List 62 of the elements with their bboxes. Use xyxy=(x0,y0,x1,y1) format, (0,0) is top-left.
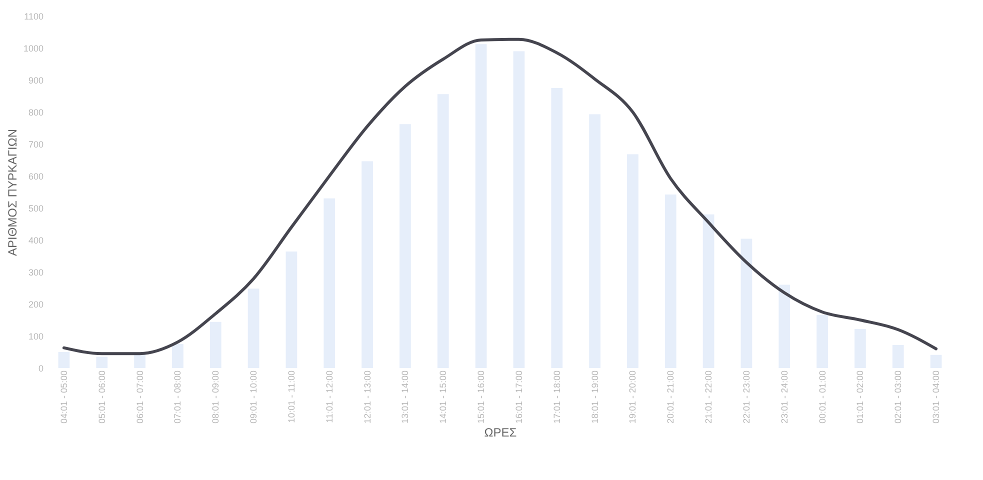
x-tick-label: 20:01 - 21:00 xyxy=(666,370,676,424)
y-tick-label: 800 xyxy=(28,108,44,118)
x-tick-label: 07:01 - 08:00 xyxy=(172,370,183,424)
x-tick-label: 17:01 - 18:00 xyxy=(552,370,562,424)
x-tick-label: 23:01 - 24:00 xyxy=(779,370,790,424)
x-tick-label: 08:01 - 09:00 xyxy=(210,370,221,424)
x-tick-label: 16:01 - 17:00 xyxy=(514,370,524,424)
y-tick-label: 1000 xyxy=(23,44,44,54)
bar xyxy=(664,194,676,368)
bar xyxy=(589,114,600,368)
y-tick-label: 600 xyxy=(28,172,44,182)
y-tick-label: 1100 xyxy=(24,12,44,22)
line-series xyxy=(62,38,938,356)
bar xyxy=(513,51,525,368)
y-tick-label: 900 xyxy=(28,76,44,86)
x-tick-label: 00:01 - 01:00 xyxy=(817,370,828,424)
y-tick-label: 200 xyxy=(28,300,44,310)
y-tick-label: 0 xyxy=(38,364,44,374)
y-tick-label: 100 xyxy=(28,332,44,342)
bar xyxy=(740,238,752,368)
x-tick-label: 01:01 - 02:00 xyxy=(855,370,866,424)
x-tick-label: 14:01 - 15:00 xyxy=(438,370,448,424)
x-tick-label: 06:01 - 07:00 xyxy=(134,370,145,424)
y-axis-title: ΑΡΙΘΜΟΣ ΠΥΡΚΑΓΙΩΝ xyxy=(5,128,20,256)
x-axis-title: ΩΡΕΣ xyxy=(484,426,517,440)
x-tick-label: 05:01 - 06:00 xyxy=(96,370,107,424)
bar xyxy=(854,328,866,368)
x-tick-label: 21:01 - 22:00 xyxy=(704,370,714,424)
bar xyxy=(324,198,336,368)
x-tick-label: 02:01 - 03:00 xyxy=(893,370,904,424)
bar xyxy=(816,314,828,368)
y-tick-label: 500 xyxy=(28,204,44,214)
x-tick-label: 19:01 - 20:00 xyxy=(628,370,638,424)
bar xyxy=(702,214,714,368)
bar xyxy=(930,354,942,368)
x-tick-label: 15:01 - 16:00 xyxy=(476,370,486,424)
bar xyxy=(210,322,222,368)
bar xyxy=(248,288,260,368)
y-tick-label: 300 xyxy=(28,268,44,278)
x-tick-label: 04:01 - 05:00 xyxy=(58,370,69,424)
x-tick-label: 09:01 - 10:00 xyxy=(248,370,259,424)
x-tick-label: 11:01 - 12:00 xyxy=(324,370,334,423)
x-tick-label: 10:01 - 11:00 xyxy=(286,370,296,423)
bar xyxy=(96,356,108,368)
x-tick-label: 03:01 - 04:00 xyxy=(931,370,942,424)
bar xyxy=(892,344,904,368)
bar xyxy=(400,124,411,368)
y-tick-label: 700 xyxy=(28,140,44,150)
x-tick-label: 18:01 - 19:00 xyxy=(590,370,600,424)
bar xyxy=(627,154,638,368)
bar xyxy=(58,352,70,368)
y-tick-label: 400 xyxy=(28,236,44,246)
x-tick-label: 22:01 - 23:00 xyxy=(741,370,752,424)
x-tick-label: 13:01 - 14:00 xyxy=(400,370,410,424)
bar xyxy=(551,88,563,368)
bar xyxy=(778,284,790,368)
bar xyxy=(362,161,373,368)
x-tick-label: 12:01 - 13:00 xyxy=(362,370,372,424)
bar xyxy=(286,252,298,368)
bar xyxy=(172,344,184,368)
bar xyxy=(475,44,487,368)
bar xyxy=(437,94,449,368)
